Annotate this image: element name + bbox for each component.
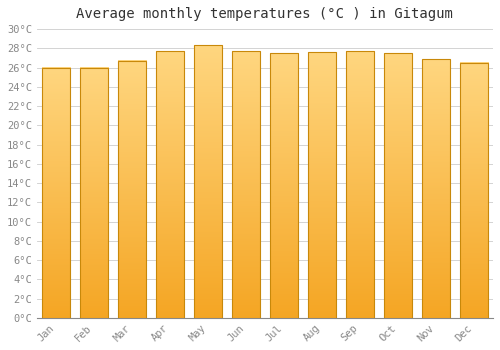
Bar (460, 63, 488, 318)
Bar (42, 68, 70, 318)
Bar (422, 59, 450, 318)
Bar (80, 68, 108, 318)
Bar (308, 52, 336, 318)
Bar (346, 51, 374, 318)
Title: Average monthly temperatures (°C ) in Gitagum: Average monthly temperatures (°C ) in Gi… (76, 7, 454, 21)
Bar (194, 46, 222, 318)
Bar (118, 61, 146, 318)
Bar (232, 51, 260, 318)
Bar (270, 53, 298, 318)
Bar (384, 53, 412, 318)
Bar (156, 51, 184, 318)
